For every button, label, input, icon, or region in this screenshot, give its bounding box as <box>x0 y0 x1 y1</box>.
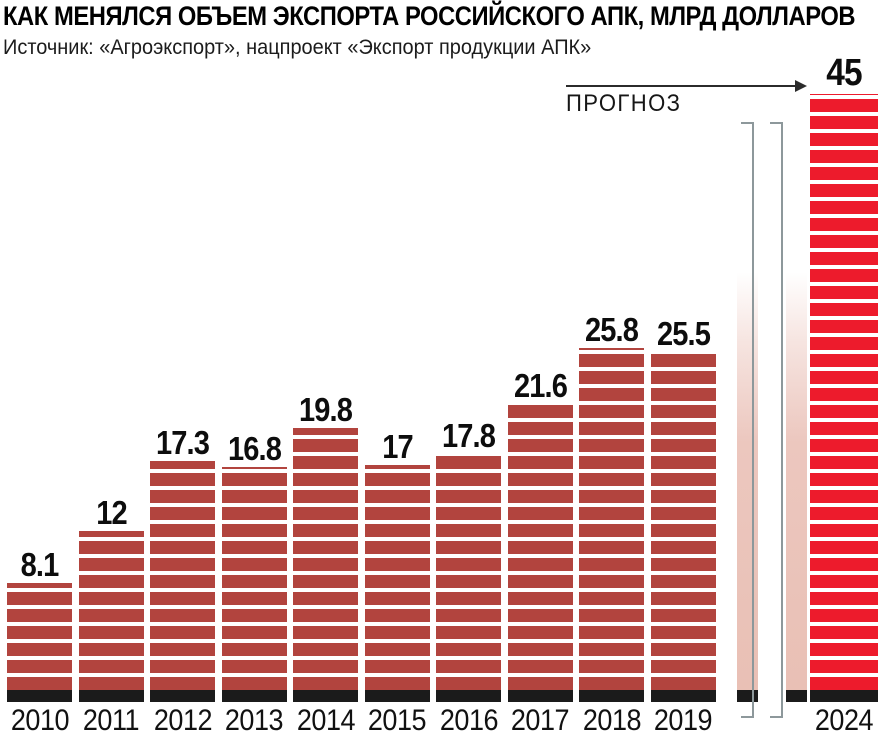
bar <box>579 348 644 690</box>
arrow-right-icon <box>795 80 807 92</box>
bar-base <box>7 690 72 702</box>
bar <box>150 461 215 690</box>
ghost-bar-fade <box>786 272 807 690</box>
forecast-label: ПРОГНОЗ <box>566 90 682 117</box>
bar <box>810 94 878 690</box>
axis-break-bracket <box>770 122 783 718</box>
bar-column-2012: 17.3 2012 <box>150 423 215 732</box>
forecast-arrow-line <box>566 85 796 87</box>
bar-year-label: 2012 <box>153 704 212 732</box>
bar-year-label: 2015 <box>367 704 427 732</box>
bar-value-label: 12 <box>95 493 127 531</box>
bar-value-label: 17 <box>381 427 413 465</box>
bar-column-2019: 25.5 2019 <box>650 314 716 732</box>
bar-year-label: 2024 <box>814 704 874 732</box>
source-note: Источник: «Агроэкспорт», нацпроект «Эксп… <box>3 36 592 59</box>
bar-value-label: 45 <box>826 51 862 94</box>
bar-base <box>650 690 716 702</box>
bar <box>221 467 287 690</box>
bar <box>293 428 358 690</box>
bar-base <box>579 690 644 702</box>
page-title: КАК МЕНЯЛСЯ ОБЪЕМ ЭКСПОРТА РОССИЙСКОГО А… <box>3 1 856 31</box>
bar-year-label: 2011 <box>82 704 140 732</box>
bar-value-label: 16.8 <box>227 429 281 467</box>
bar-column-2014: 19.8 2014 <box>293 390 358 732</box>
bar-column-2016: 17.8 2016 <box>436 416 501 732</box>
bar-value-label: 17.8 <box>441 416 496 454</box>
bar-value-label: 25.5 <box>656 314 710 352</box>
bar-year-label: 2010 <box>10 704 69 732</box>
bar <box>364 465 430 690</box>
bar-year-label: 2017 <box>510 704 570 732</box>
bar-base <box>436 690 501 702</box>
bar-column-2024: 45 2024 <box>810 51 878 732</box>
bar <box>650 352 716 690</box>
bar-column-2013: 16.8 2013 <box>221 429 287 732</box>
bar-column-2011: 12 2011 <box>78 493 144 732</box>
bar-year-label: 2019 <box>653 704 713 732</box>
bar-year-label: 2018 <box>582 704 641 732</box>
bar-value-label: 19.8 <box>298 390 353 428</box>
bar-base <box>150 690 215 702</box>
bar-year-label: 2013 <box>224 704 284 732</box>
bar-column-2017: 21.6 2017 <box>507 366 573 732</box>
bar-base <box>293 690 358 702</box>
bar <box>507 404 573 690</box>
bar-year-label: 2016 <box>439 704 498 732</box>
bar-base <box>364 690 430 702</box>
bar-column-2018: 25.8 2018 <box>579 310 644 732</box>
bar-column-2010: 8.1 2010 <box>7 545 72 732</box>
bar-base <box>507 690 573 702</box>
bar-value-label: 25.8 <box>584 310 639 348</box>
bar-value-label: 21.6 <box>513 366 567 404</box>
bar-base <box>78 690 144 702</box>
bar-value-label: 8.1 <box>20 545 60 583</box>
bar <box>7 583 72 690</box>
bar-base <box>786 690 807 702</box>
bar-year-label: 2014 <box>296 704 355 732</box>
bar <box>78 531 144 690</box>
bar-value-label: 17.3 <box>155 423 210 461</box>
bar <box>436 454 501 690</box>
bar-base <box>810 690 878 702</box>
axis-break-bracket <box>741 122 754 718</box>
bar-column-2015: 17 2015 <box>364 427 430 732</box>
bar-base <box>221 690 287 702</box>
ghost-bar-skipped-years <box>786 272 807 702</box>
